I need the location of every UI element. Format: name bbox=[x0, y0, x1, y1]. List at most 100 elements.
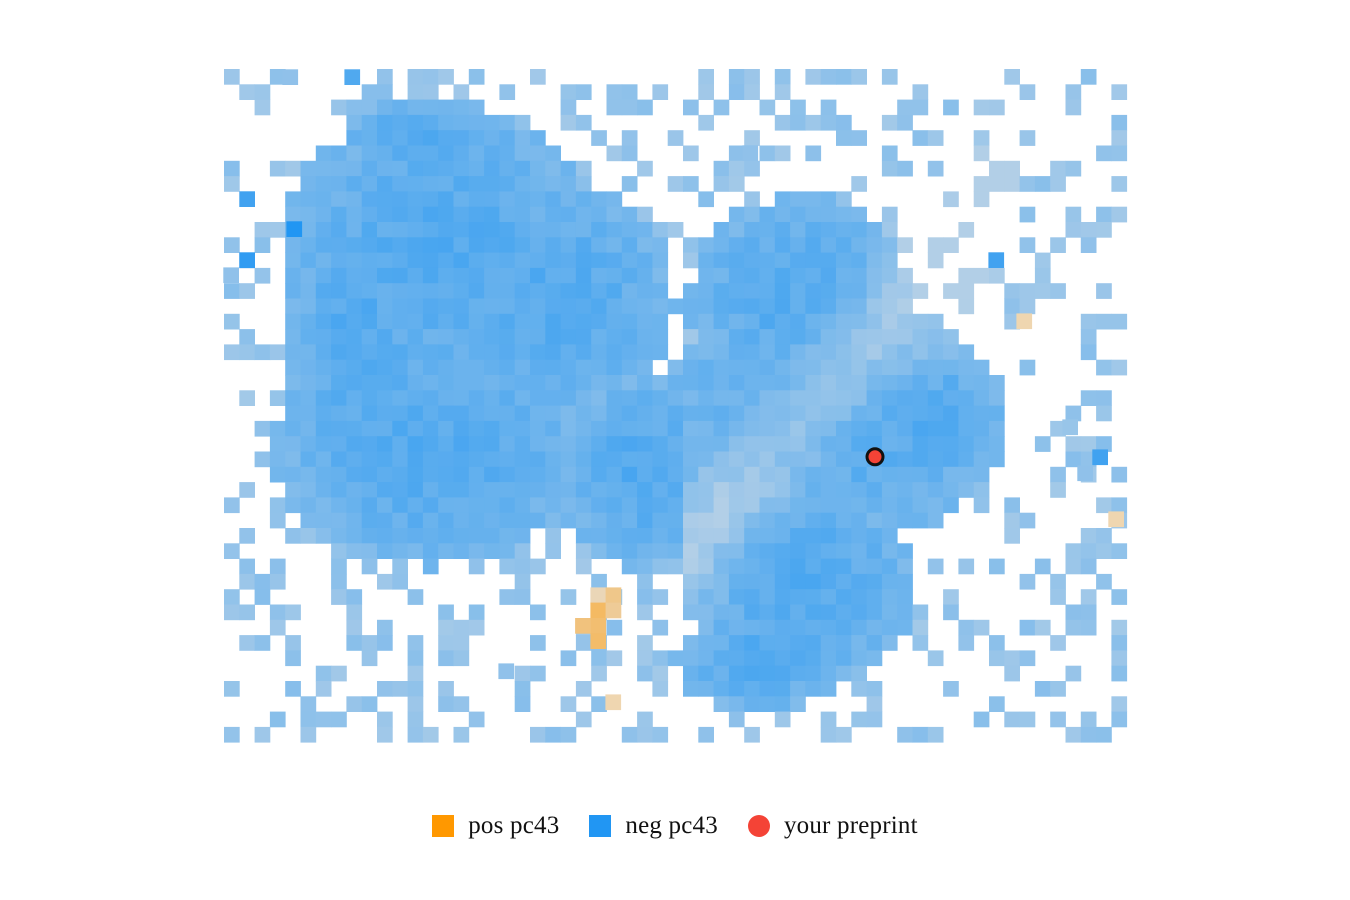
heatmap-cell bbox=[637, 160, 653, 177]
heatmap-cell bbox=[881, 160, 898, 177]
heatmap-cell bbox=[453, 313, 470, 330]
heatmap-cell bbox=[530, 436, 546, 452]
heatmap-cell bbox=[575, 711, 592, 728]
embedding-map-area bbox=[223, 69, 1128, 743]
heatmap-cell bbox=[591, 375, 607, 391]
heatmap-cell bbox=[744, 283, 760, 299]
heatmap-cell bbox=[361, 451, 378, 468]
heatmap-cell bbox=[774, 252, 791, 269]
heatmap-cell bbox=[713, 298, 730, 315]
heatmap-cell bbox=[438, 329, 454, 345]
heatmap-cell bbox=[1050, 482, 1066, 498]
heatmap-cell bbox=[652, 726, 669, 743]
heatmap-cell bbox=[683, 650, 699, 667]
heatmap-cell bbox=[927, 344, 944, 361]
heatmap-cell bbox=[407, 451, 424, 468]
heatmap-cell bbox=[820, 420, 837, 437]
heatmap-cell bbox=[560, 344, 577, 361]
heatmap-cell bbox=[667, 375, 684, 391]
heatmap-cell bbox=[346, 237, 363, 253]
heatmap-cell bbox=[744, 191, 760, 208]
heatmap-cell bbox=[637, 222, 653, 238]
heatmap-cell bbox=[836, 191, 852, 208]
heatmap-cell bbox=[514, 696, 531, 712]
heatmap-cell bbox=[805, 573, 822, 590]
heatmap-cell bbox=[683, 176, 699, 192]
heatmap-cell bbox=[728, 650, 745, 667]
heatmap-cell bbox=[269, 344, 286, 361]
heatmap-cell bbox=[820, 206, 837, 223]
heatmap-cell bbox=[897, 466, 913, 483]
heatmap-cell bbox=[468, 512, 485, 529]
heatmap-cell bbox=[468, 604, 485, 621]
heatmap-cell bbox=[285, 528, 301, 544]
heatmap-cell bbox=[744, 405, 760, 422]
heatmap-cell bbox=[1111, 206, 1128, 223]
heatmap-cell bbox=[484, 466, 500, 483]
heatmap-cell bbox=[484, 405, 500, 422]
heatmap-cell bbox=[621, 206, 638, 223]
heatmap-cell bbox=[575, 482, 592, 498]
heatmap-cell bbox=[300, 726, 317, 743]
heatmap-cell bbox=[851, 313, 867, 330]
heatmap-cell bbox=[820, 466, 837, 483]
heatmap-cell bbox=[820, 69, 837, 85]
heatmap-cell bbox=[346, 160, 363, 177]
heatmap-cell bbox=[912, 390, 929, 406]
heatmap-cell bbox=[591, 497, 607, 514]
heatmap-cell bbox=[652, 298, 669, 315]
heatmap-cell bbox=[759, 482, 776, 498]
heatmap-cell bbox=[361, 160, 378, 177]
heatmap-cell bbox=[346, 176, 363, 192]
heatmap-cell bbox=[377, 114, 393, 131]
heatmap-cell bbox=[1111, 711, 1128, 728]
heatmap-cell bbox=[545, 512, 561, 529]
heatmap-cell bbox=[759, 650, 776, 667]
heatmap-cell bbox=[392, 130, 408, 146]
heatmap-cell bbox=[453, 359, 470, 376]
heatmap-cell bbox=[728, 375, 745, 391]
heatmap-cell bbox=[728, 696, 745, 712]
heatmap-cell bbox=[1080, 313, 1097, 330]
heatmap-cell bbox=[790, 482, 806, 498]
heatmap-cell bbox=[1019, 130, 1036, 146]
heatmap-cell bbox=[805, 390, 822, 406]
heatmap-cell bbox=[254, 420, 271, 437]
heatmap-cell bbox=[713, 650, 730, 667]
heatmap-cell bbox=[346, 482, 363, 498]
heatmap-cell bbox=[331, 145, 347, 162]
heatmap-cell bbox=[637, 482, 653, 498]
heatmap-cell bbox=[591, 451, 607, 468]
heatmap-cell bbox=[698, 329, 714, 345]
heatmap-cell bbox=[805, 420, 822, 437]
heatmap-cell bbox=[392, 298, 408, 315]
heatmap-cell bbox=[269, 512, 286, 529]
heatmap-cell bbox=[943, 283, 959, 299]
heatmap-cell bbox=[499, 466, 516, 483]
heatmap-cell bbox=[407, 191, 424, 208]
heatmap-cell bbox=[438, 222, 454, 238]
heatmap-cell bbox=[759, 329, 776, 345]
heatmap-cell bbox=[744, 451, 760, 468]
heatmap-cell bbox=[545, 390, 561, 406]
heatmap-cell bbox=[315, 267, 332, 284]
heatmap-cell bbox=[392, 176, 408, 192]
heatmap-cell bbox=[637, 466, 653, 483]
heatmap-cell-positive bbox=[605, 694, 622, 711]
heatmap-cell bbox=[927, 497, 944, 514]
heatmap-cell bbox=[331, 283, 347, 299]
heatmap-cell bbox=[774, 191, 791, 208]
heatmap-cell bbox=[805, 191, 822, 208]
heatmap-cell bbox=[591, 466, 607, 483]
heatmap-cell-positive bbox=[1108, 511, 1124, 528]
heatmap-cell bbox=[468, 466, 485, 483]
heatmap-cell bbox=[560, 206, 577, 223]
heatmap-cell bbox=[269, 497, 286, 514]
heatmap-cell bbox=[392, 528, 408, 544]
heatmap-cell bbox=[453, 176, 470, 192]
heatmap-cell bbox=[269, 604, 286, 621]
heatmap-cell bbox=[621, 726, 638, 743]
heatmap-cell bbox=[744, 329, 760, 345]
heatmap-cell bbox=[713, 528, 730, 544]
heatmap-cell bbox=[728, 69, 745, 85]
